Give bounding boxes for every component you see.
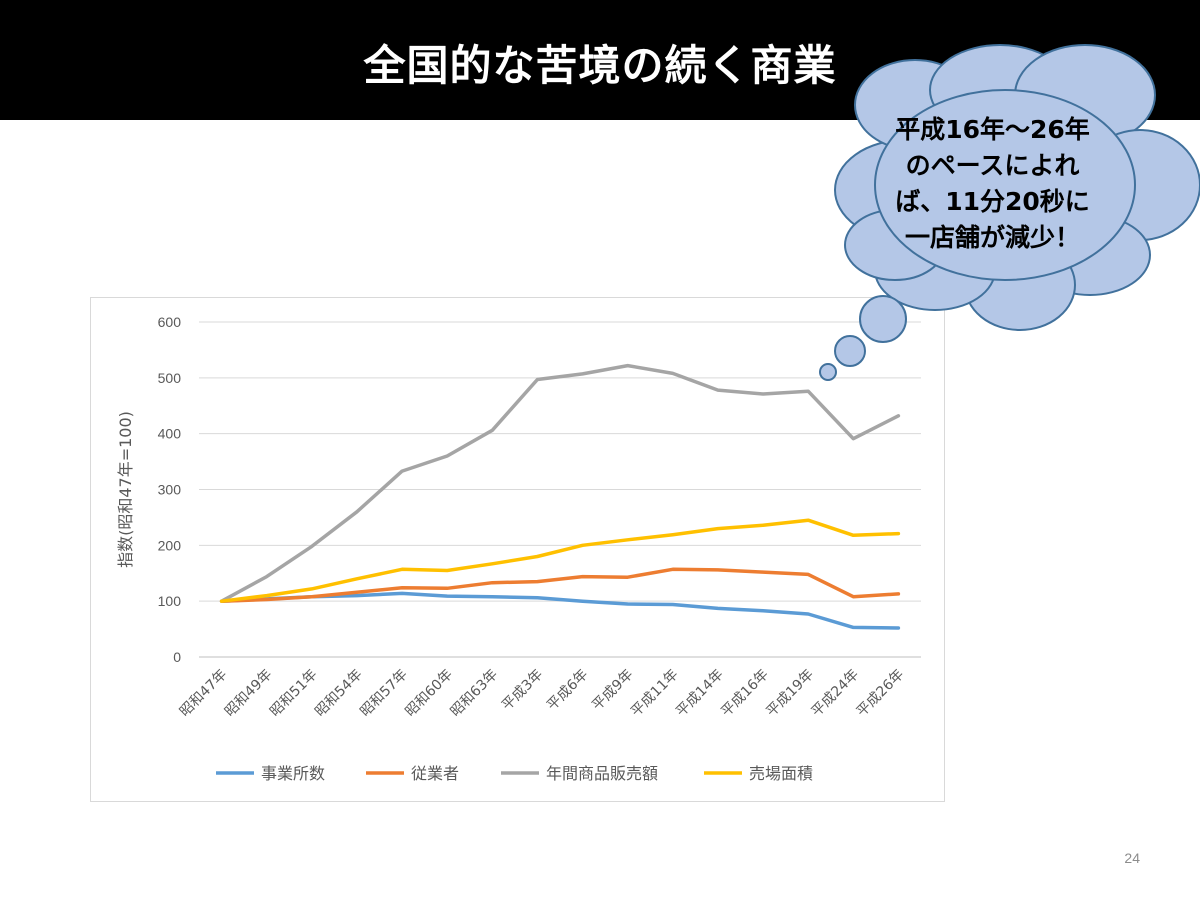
x-tick-label: 昭和49年 [222,667,276,721]
x-tick-label: 昭和54年 [312,667,366,721]
legend-label: 事業所数 [261,764,325,783]
x-tick-label: 昭和47年 [177,667,231,721]
y-tick-label: 100 [158,593,182,609]
line-chart: 0 100 200 300 400 500 600 指数(昭和47年=100) 昭和47年昭和4… [116,314,921,783]
legend-label: 売場面積 [749,764,813,783]
page-number: 24 [1124,850,1140,866]
series-line [219,591,901,630]
slide-title: 全国的な苦境の続く商業 [363,41,837,90]
callout-text: 平成16年～26年 のペースによれ ば、11分20秒に 一店舗が減少！ [880,112,1105,256]
y-tick-label: 500 [158,370,182,386]
y-tick-label: 600 [158,314,182,330]
x-tick-label: 平成11年 [628,667,682,721]
x-tick-label: 昭和51年 [267,667,321,721]
x-tick-label: 昭和63年 [448,667,502,721]
callout-line: のペースによれ [905,151,1080,180]
y-tick-label: 0 [173,649,181,665]
series-line [219,363,901,603]
x-tick-label: 平成16年 [718,667,772,721]
legend-label: 従業者 [411,764,459,783]
x-tick-label: 平成26年 [854,667,908,721]
chart-frame: 0 100 200 300 400 500 600 指数(昭和47年=100) 昭和47年 昭和4… [90,297,945,802]
x-tick-label: 平成3年 [499,667,546,714]
x-tick-label: 昭和57年 [357,667,411,721]
x-tick-label: 平成19年 [763,667,817,721]
legend-label: 年間商品販売額 [546,764,658,783]
x-tick-label: 平成6年 [544,667,591,714]
y-tick-label: 200 [158,537,182,553]
y-tick-label: 300 [158,482,182,498]
x-tick-label: 昭和60年 [402,667,456,721]
y-tick-label: 400 [158,426,182,442]
x-tick-label: 平成24年 [809,667,863,721]
series-line [219,518,901,603]
x-tick-label: 平成14年 [673,667,727,721]
series-line [219,567,901,603]
y-axis-label: 指数(昭和47年=100) [116,411,135,568]
callout-line: 平成16年～26年 [895,115,1090,144]
callout-line: 一店舗が減少！ [904,223,1080,252]
callout-line: ば、11分20秒に [895,187,1090,216]
